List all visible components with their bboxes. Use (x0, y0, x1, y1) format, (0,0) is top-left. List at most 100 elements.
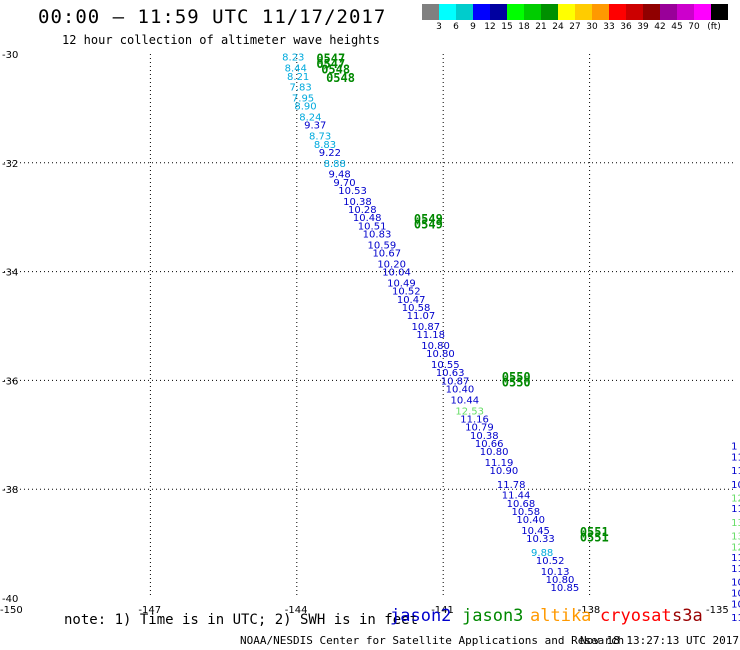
data-point-jason3: 11.84 (731, 613, 740, 624)
scale-label: 9 (470, 22, 476, 32)
scale-label: 18 (518, 22, 530, 32)
data-point-jason3: 1 (731, 442, 737, 453)
time-label: 0549 (414, 218, 443, 232)
data-point-jason2: 8.21 (287, 72, 309, 83)
time-label: 0550 (502, 375, 531, 389)
data-point-jason2: 10.68 (507, 499, 536, 510)
y-tick-label: -34 (2, 268, 18, 279)
scale-swatch (643, 4, 660, 20)
data-point-jason2: 11.19 (485, 458, 514, 469)
data-point-jason2: 10.83 (363, 230, 392, 241)
scale-swatch (626, 4, 643, 20)
data-point-jason2: 10.51 (358, 221, 387, 232)
scale-label: 45 (671, 22, 683, 32)
scale-swatch (541, 4, 558, 20)
data-point-jason2: 11.07 (407, 311, 436, 322)
data-point-jason2: 10.87 (441, 376, 470, 387)
scale-swatch (456, 4, 473, 20)
data-point-jason3: 10.18 (731, 599, 740, 610)
data-point-jason2: 10.66 (475, 439, 504, 450)
scale-swatch (592, 4, 609, 20)
data-point-jason3: 11 (731, 466, 740, 477)
scale-swatch (694, 4, 711, 20)
legend-s3a: s3a (672, 606, 703, 626)
data-point-jason2: 10.28 (348, 205, 377, 216)
data-point-jason2: 8.73 (309, 132, 331, 143)
scale-swatch (473, 4, 490, 20)
data-point-jason2: 8.83 (314, 140, 336, 151)
data-point-jason2: 9.88 (531, 548, 553, 559)
time-label: 0548 (321, 63, 350, 77)
data-point-jason2: 8.24 (299, 113, 321, 124)
data-point-jason3: 11. (731, 504, 740, 515)
scale-swatch (558, 4, 575, 20)
scale-label: 42 (654, 22, 666, 32)
scale-swatch (660, 4, 677, 20)
data-point-jason2: 10.13 (541, 567, 570, 578)
data-point-jason2: 10.52 (536, 556, 565, 567)
data-point-jason2: 10.33 (526, 534, 555, 545)
legend-jason3: jason3 (462, 606, 524, 626)
data-point-jason2: 11.44 (502, 491, 531, 502)
y-tick-label: -36 (2, 376, 18, 387)
data-point-jason2: 11.78 (497, 480, 526, 491)
footer-timestamp: Nov 18 13:27:13 UTC 2017 (580, 634, 739, 647)
scale-swatch (422, 4, 439, 20)
data-point-jason2: 7.83 (289, 83, 311, 94)
scale-label: 3 (436, 22, 442, 32)
data-point-jason2: 10.80 (421, 341, 450, 352)
data-point-jason2: 10.87 (411, 322, 440, 333)
y-tick-label: -32 (2, 159, 18, 170)
scale-label: 33 (603, 22, 615, 32)
scale-label: 39 (637, 22, 649, 32)
data-point-jason2: 10.48 (353, 213, 382, 224)
scale-swatch (609, 4, 626, 20)
data-point-jason2: 10.80 (546, 575, 575, 586)
data-point-jason2: 10.67 (372, 249, 401, 260)
data-point-jason2: 8.44 (285, 64, 307, 75)
data-point-jason2: 10.47 (397, 295, 426, 306)
data-point-jason2: 8.90 (294, 102, 316, 113)
data-point-jason3: 11 (731, 453, 740, 464)
time-label: 0550 (502, 370, 531, 384)
data-point-jason3: 11.9 (731, 553, 740, 564)
data-point-jason3: 13. (731, 531, 740, 542)
scale-unit: (ft) (707, 22, 721, 32)
scale-label: 70 (688, 22, 700, 32)
chart-subtitle: 12 hour collection of altimeter wave hei… (62, 33, 380, 47)
data-point-jason2: 10.20 (377, 259, 406, 270)
time-label: 0547 (316, 57, 345, 71)
data-point-jason2: 10.49 (387, 278, 416, 289)
legend-cryosat: cryosat (600, 606, 672, 626)
scale-label: 6 (453, 22, 459, 32)
scale-swatch (711, 4, 728, 20)
data-point-jason2: 10.85 (551, 583, 580, 594)
data-point-jason3: 12.6 (731, 542, 740, 553)
data-point-jason2: 10.52 (392, 287, 421, 298)
data-point-jason2: 12.53 (455, 406, 484, 417)
data-point-jason2: 10.40 (516, 515, 545, 526)
data-point-jason2: 11.16 (460, 414, 489, 425)
data-point-jason2: 10.45 (521, 526, 550, 537)
data-point-jason2: 10.80 (480, 447, 509, 458)
data-point-jason2: 10.53 (338, 186, 367, 197)
data-point-jason2: 10.04 (382, 268, 411, 279)
time-label: 0551 (580, 530, 609, 544)
scale-swatch (507, 4, 524, 20)
data-point-jason2: 8.88 (324, 159, 346, 170)
time-label: 0549 (414, 212, 443, 226)
scale-swatch (677, 4, 694, 20)
note-text: note: 1) Time is in UTC; 2) SWH is in fe… (64, 612, 419, 628)
data-point-jason2: 10.80 (426, 349, 455, 360)
data-point-jason2: 7.95 (292, 94, 314, 105)
scale-label: 30 (586, 22, 598, 32)
x-tick-label: -135 (706, 605, 729, 616)
data-point-jason3: 10.3 (731, 578, 740, 589)
scale-swatch (575, 4, 592, 20)
data-point-jason2: 9.37 (304, 121, 326, 132)
data-point-jason2: 8.23 (282, 53, 304, 64)
data-point-jason2: 9.70 (333, 178, 355, 189)
data-point-jason3: 10 (731, 480, 740, 491)
scale-label: 24 (552, 22, 564, 32)
data-point-jason3: 11.7 (731, 564, 740, 575)
